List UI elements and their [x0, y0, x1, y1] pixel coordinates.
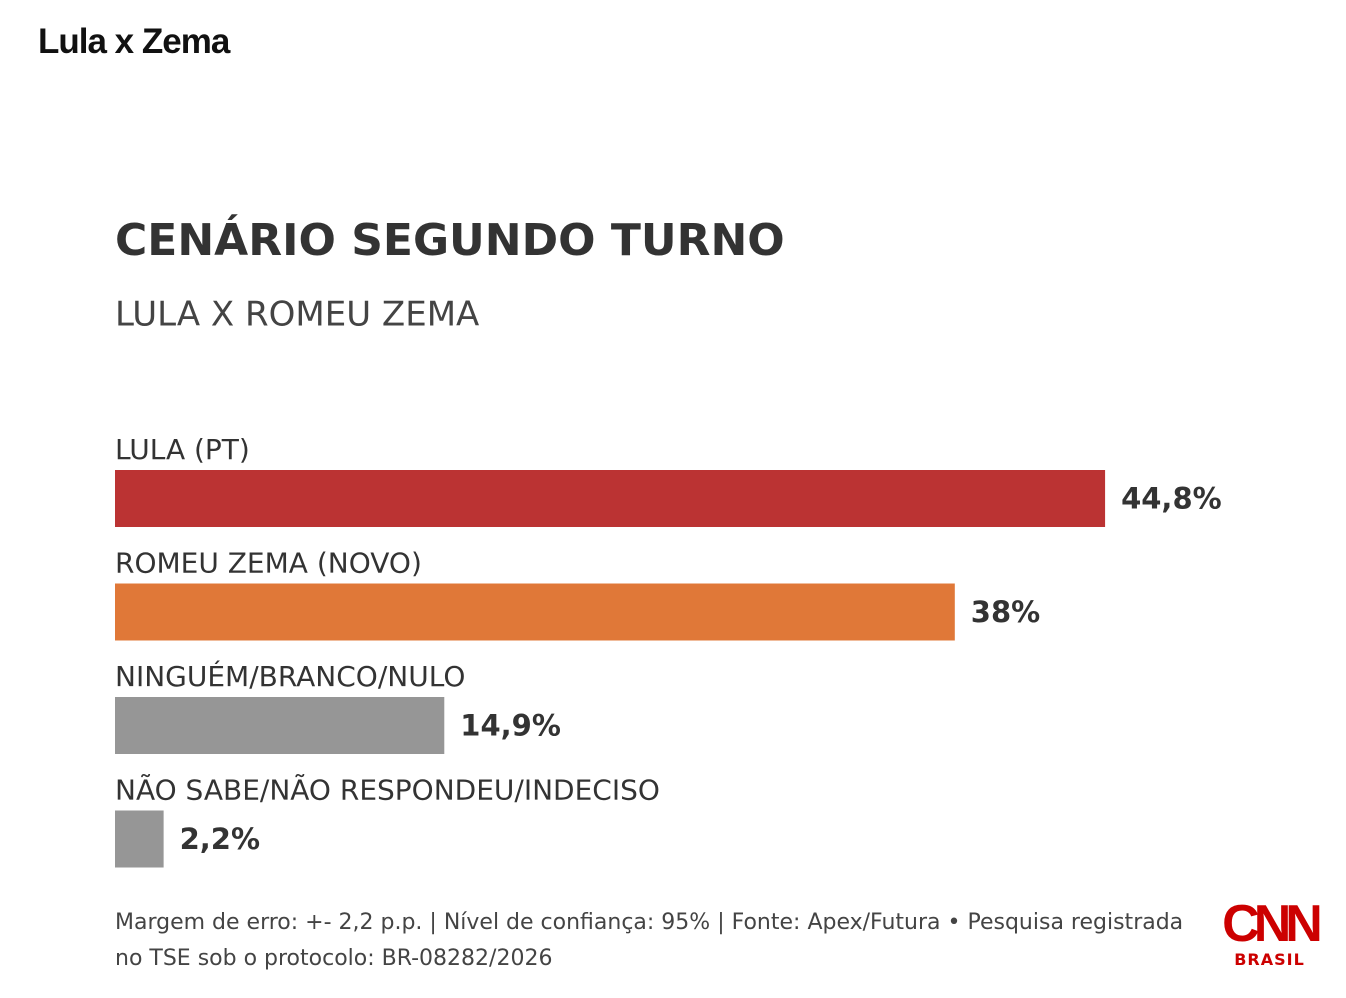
chart-subtitle: LULA X ROMEU ZEMA	[115, 295, 479, 335]
category-label: NÃO SABE/NÃO RESPONDEU/INDECISO	[115, 774, 660, 807]
footnote: Margem de erro: +- 2,2 p.p. | Nível de c…	[115, 910, 1184, 971]
bar	[115, 697, 445, 754]
value-label: 2,2%	[180, 822, 260, 856]
page-header: Lula x Zema	[38, 22, 230, 61]
logo: CNN BRASIL	[1222, 895, 1323, 969]
category-label: ROMEU ZEMA (NOVO)	[115, 547, 422, 580]
bar	[115, 810, 164, 868]
chart-title: CENÁRIO SEGUNDO TURNO	[115, 213, 785, 266]
value-label: 44,8%	[1121, 482, 1222, 516]
logo-name: CNN	[1222, 895, 1323, 953]
value-label: 14,9%	[460, 709, 561, 743]
logo-subname: BRASIL	[1234, 950, 1305, 969]
category-label: NINGUÉM/BRANCO/NULO	[115, 659, 465, 693]
category-label: LULA (PT)	[115, 433, 250, 466]
value-label: 38%	[971, 595, 1040, 629]
bar	[115, 583, 955, 641]
bar	[115, 470, 1106, 527]
chart: CENÁRIO SEGUNDO TURNO LULA X ROMEU ZEMA …	[115, 213, 1222, 868]
